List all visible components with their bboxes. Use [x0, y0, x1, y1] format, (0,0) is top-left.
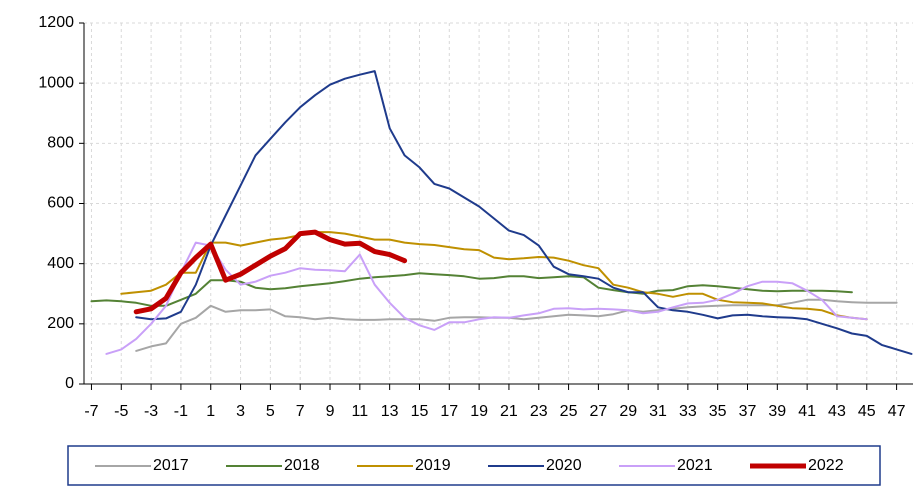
- x-tick-label: 29: [619, 403, 637, 420]
- x-tick-label: 45: [858, 403, 876, 420]
- x-tick-label: 7: [296, 403, 305, 420]
- y-tick-label: 200: [47, 315, 74, 332]
- legend-label: 2018: [284, 457, 320, 474]
- x-tick-label: 37: [739, 403, 757, 420]
- x-tick-label: -5: [114, 403, 128, 420]
- x-tick-label: 3: [236, 403, 245, 420]
- legend-label: 2019: [415, 457, 451, 474]
- x-tick-label: 35: [709, 403, 727, 420]
- x-tick-label: 33: [679, 403, 697, 420]
- x-tick-label: 47: [888, 403, 906, 420]
- y-tick-label: 0: [65, 375, 74, 392]
- y-tick-label: 600: [47, 195, 74, 212]
- series-line: [133, 229, 408, 315]
- x-tick-label: 5: [266, 403, 275, 420]
- legend-label: 2017: [153, 457, 189, 474]
- legend-label: 2020: [546, 457, 582, 474]
- series-line: [135, 70, 913, 355]
- x-tick-label: -3: [144, 403, 158, 420]
- x-tick-label: 9: [326, 403, 335, 420]
- x-tick-label: -1: [174, 403, 188, 420]
- y-tick-label: 1200: [38, 14, 74, 31]
- x-tick-label: 41: [798, 403, 816, 420]
- x-tick-label: 25: [560, 403, 578, 420]
- x-tick-label: 39: [768, 403, 786, 420]
- y-tick-label: 400: [47, 255, 74, 272]
- y-tick-label: 800: [47, 135, 74, 152]
- x-tick-label: 23: [530, 403, 548, 420]
- x-tick-label: 11: [352, 403, 369, 420]
- series-line: [105, 241, 868, 355]
- x-tick-label: 19: [470, 403, 488, 420]
- x-tick-label: 1: [206, 403, 215, 420]
- x-tick-label: 43: [828, 403, 846, 420]
- x-tick-label: 13: [381, 403, 399, 420]
- legend-box: [67, 445, 881, 486]
- series-line: [90, 272, 853, 307]
- x-tick-label: 17: [440, 403, 458, 420]
- legend-label: 2022: [808, 457, 844, 474]
- x-tick-label: 15: [411, 403, 429, 420]
- series-line: [120, 231, 868, 321]
- y-tick-label: 1000: [38, 74, 74, 91]
- x-tick-label: 31: [649, 403, 667, 420]
- x-tick-label: 21: [500, 403, 518, 420]
- legend-label: 2021: [677, 457, 713, 474]
- x-tick-label: -7: [84, 403, 98, 420]
- x-tick-label: 27: [589, 403, 607, 420]
